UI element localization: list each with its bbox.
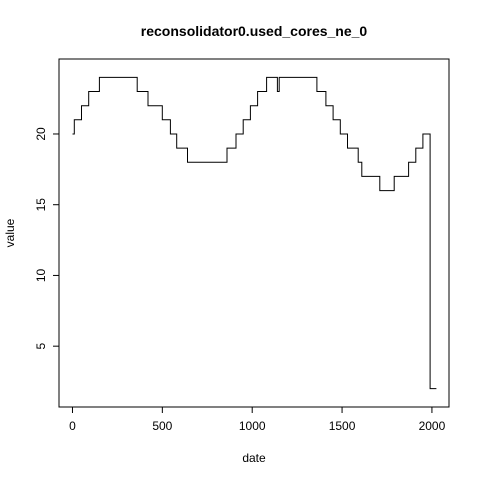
x-axis-label: date bbox=[242, 451, 266, 465]
series-line bbox=[72, 76, 437, 390]
x-tick-label: 1000 bbox=[239, 419, 266, 433]
x-tick-label: 500 bbox=[152, 419, 172, 433]
plot-frame bbox=[58, 58, 450, 408]
chart-title: reconsolidator0.used_cores_ne_0 bbox=[141, 23, 368, 39]
y-tick-label: 15 bbox=[34, 198, 48, 212]
x-tick-label: 1500 bbox=[329, 419, 356, 433]
y-tick-label: 5 bbox=[34, 343, 48, 350]
x-tick-label: 0 bbox=[69, 419, 76, 433]
x-axis: 0 500 1000 1500 2000 bbox=[69, 407, 446, 433]
y-tick-label: 10 bbox=[34, 268, 48, 282]
x-tick-label: 2000 bbox=[419, 419, 446, 433]
y-tick-label: 20 bbox=[34, 127, 48, 141]
y-axis: 5 10 15 20 bbox=[34, 127, 59, 350]
y-axis-label: value bbox=[3, 218, 17, 247]
